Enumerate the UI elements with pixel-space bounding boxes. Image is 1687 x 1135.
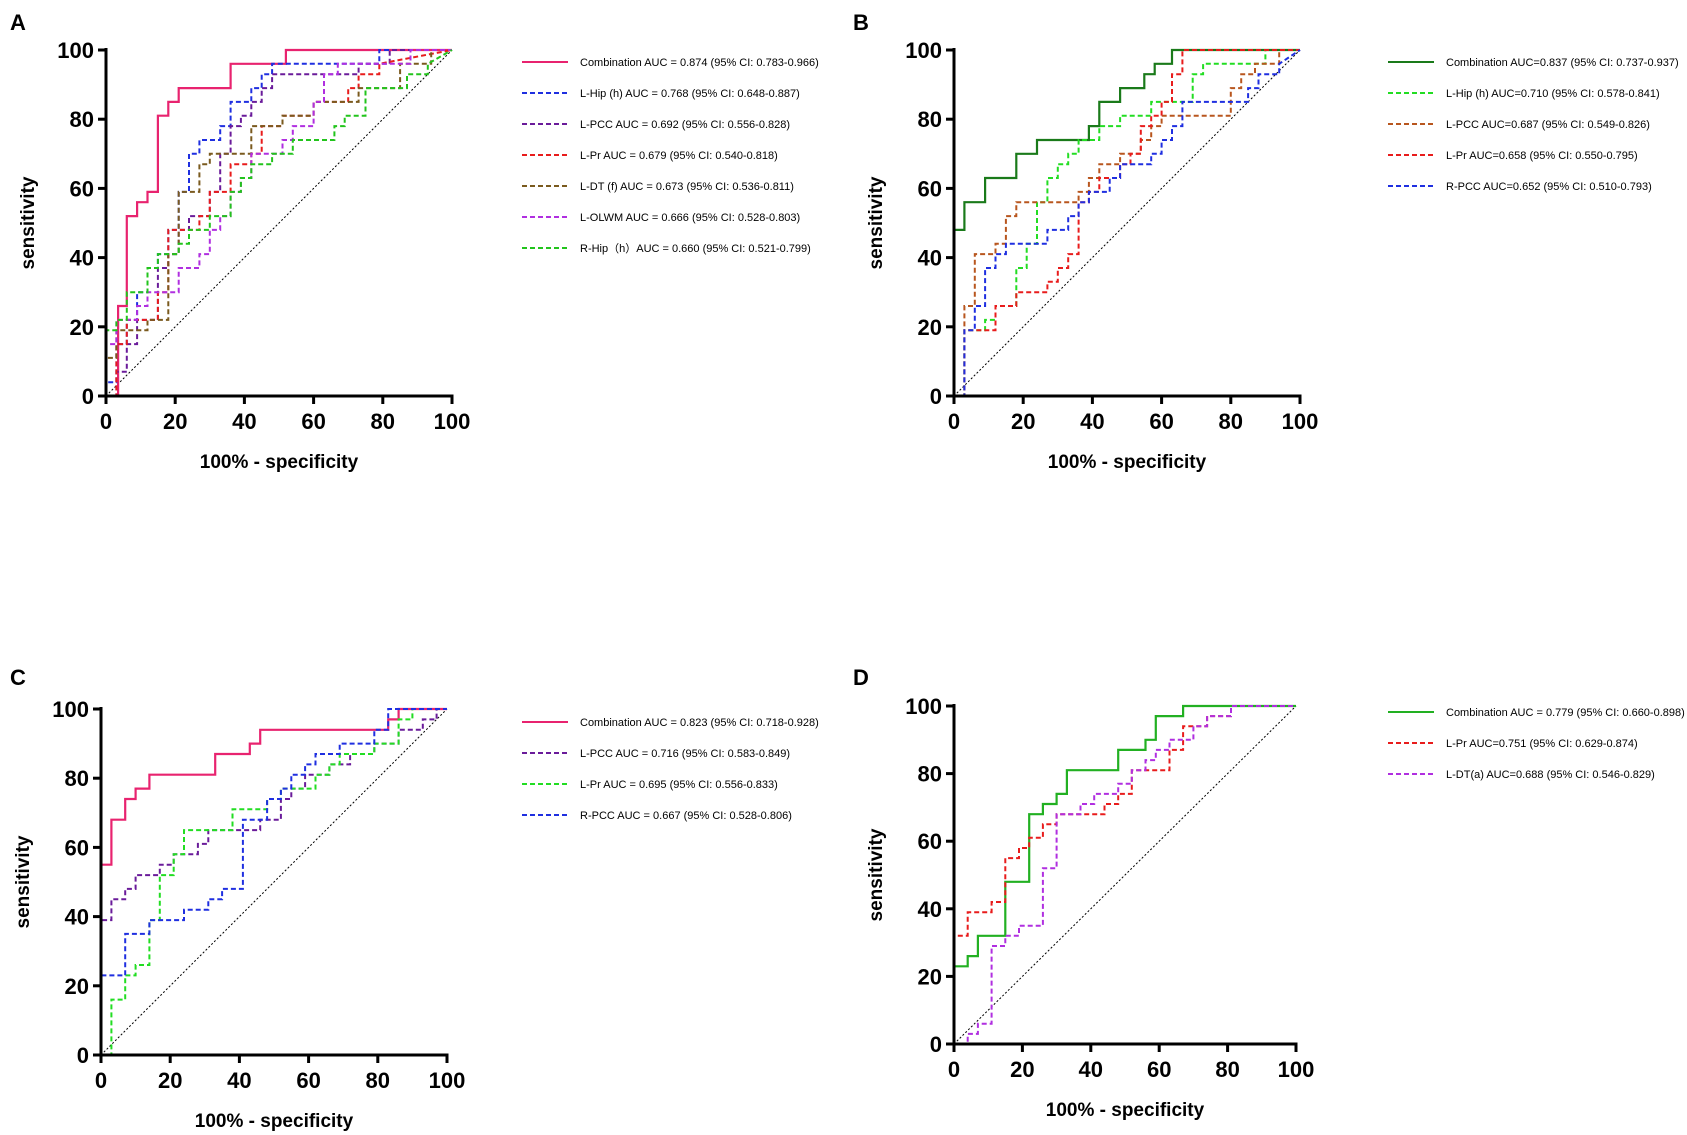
roc-curve-3	[954, 705, 1296, 1045]
panel-letter: A	[10, 10, 26, 35]
x-tick-label: 60	[1149, 409, 1173, 434]
legend-label: L-Pr AUC=0.658 (95% CI: 0.550-0.795)	[1446, 150, 1638, 162]
y-tick-label: 80	[918, 107, 942, 132]
roc-curve-1	[952, 48, 1300, 396]
x-tick-label: 80	[366, 1068, 390, 1093]
x-tick-label: 40	[1080, 409, 1104, 434]
x-tick-label: 0	[100, 409, 112, 434]
legend-label: Combination AUC=0.837 (95% CI: 0.737-0.9…	[1446, 57, 1679, 69]
y-tick-label: 40	[70, 246, 94, 271]
reference-diagonal	[953, 705, 1297, 1045]
legend-label: L-Hip (h) AUC = 0.768 (95% CI: 0.648-0.8…	[580, 88, 800, 100]
x-tick-label: 40	[1079, 1057, 1103, 1082]
y-tick-label: 0	[77, 1043, 89, 1068]
y-tick-label: 60	[65, 835, 89, 860]
x-tick-label: 40	[227, 1068, 251, 1093]
x-tick-label: 0	[948, 1057, 960, 1082]
legend-label: R-Hip（h）AUC = 0.660 (95% CI: 0.521-0.799…	[580, 242, 811, 255]
reference-diagonal	[100, 708, 448, 1056]
legend-label: L-DT (f) AUC = 0.673 (95% CI: 0.536-0.81…	[580, 181, 794, 193]
reference-diagonal	[105, 49, 453, 397]
roc-curve-3	[101, 708, 447, 1056]
legend-label: Combination AUC = 0.874 (95% CI: 0.783-0…	[580, 57, 819, 69]
legend-label: L-Pr AUC = 0.679 (95% CI: 0.540-0.818)	[580, 150, 778, 162]
x-axis-title: 100% - specificity	[195, 1111, 354, 1132]
y-tick-label: 100	[905, 38, 942, 63]
y-tick-label: 40	[65, 905, 89, 930]
legend-label: L-Pr AUC=0.751 (95% CI: 0.629-0.874)	[1446, 738, 1638, 750]
y-tick-label: 80	[918, 762, 942, 787]
y-tick-label: 80	[65, 766, 89, 791]
y-axis-title: sensitivity	[13, 835, 34, 928]
x-tick-label: 20	[1010, 1057, 1034, 1082]
legend-label: Combination AUC = 0.823 (95% CI: 0.718-0…	[580, 717, 819, 729]
legend-label: Combination AUC = 0.779 (95% CI: 0.660-0…	[1446, 707, 1685, 719]
y-tick-label: 60	[918, 176, 942, 201]
legend-label: L-OLWM AUC = 0.666 (95% CI: 0.528-0.803)	[580, 212, 800, 224]
roc-curve-3	[954, 49, 1300, 397]
roc-curve-1	[952, 704, 1296, 1044]
x-axis-title: 100% - specificity	[1046, 1100, 1205, 1121]
x-tick-label: 100	[429, 1068, 466, 1093]
y-tick-label: 100	[905, 694, 942, 719]
y-tick-label: 0	[930, 384, 942, 409]
panel-b: B 00 20 20 40 40 60 60 80 80 100 100 100% - specifi…	[853, 10, 1679, 473]
y-tick-label: 20	[70, 315, 94, 340]
x-tick-label: 60	[1147, 1057, 1171, 1082]
legend-label: L-PCC AUC = 0.692 (95% CI: 0.556-0.828)	[580, 119, 790, 131]
legend-label: L-Pr AUC = 0.695 (95% CI: 0.556-0.833)	[580, 779, 778, 791]
panel-a: A 00 20 20 40 40 60 60 80 80 100 100 100% - specifi…	[10, 10, 819, 473]
panel-letter: D	[853, 665, 869, 690]
panel-letter: C	[10, 665, 26, 690]
x-tick-label: 0	[948, 409, 960, 434]
legend-label: L-PCC AUC = 0.716 (95% CI: 0.583-0.849)	[580, 748, 790, 760]
panel-c: C 00 20 20 40 40 60 60 80 80 100 100 100% - specifi…	[10, 665, 819, 1132]
y-axis-title: sensitivity	[866, 176, 887, 269]
y-tick-label: 80	[70, 107, 94, 132]
y-tick-label: 20	[918, 315, 942, 340]
y-tick-label: 20	[918, 964, 942, 989]
y-tick-label: 40	[918, 246, 942, 271]
y-tick-label: 40	[918, 897, 942, 922]
y-tick-label: 100	[57, 38, 94, 63]
x-tick-label: 100	[434, 409, 471, 434]
x-tick-label: 20	[1011, 409, 1035, 434]
y-axis-title: sensitivity	[866, 828, 887, 921]
legend-label: L-PCC AUC=0.687 (95% CI: 0.549-0.826)	[1446, 119, 1650, 131]
y-axis-title: sensitivity	[18, 176, 39, 269]
x-tick-label: 100	[1278, 1057, 1315, 1082]
y-tick-label: 20	[65, 974, 89, 999]
y-tick-label: 0	[82, 384, 94, 409]
y-tick-label: 60	[70, 176, 94, 201]
x-tick-label: 40	[232, 409, 256, 434]
y-tick-label: 100	[52, 697, 89, 722]
legend-label: R-PCC AUC=0.652 (95% CI: 0.510-0.793)	[1446, 181, 1652, 193]
x-tick-label: 0	[95, 1068, 107, 1093]
x-tick-label: 20	[163, 409, 187, 434]
legend-label: L-DT(a) AUC=0.688 (95% CI: 0.546-0.829)	[1446, 769, 1655, 781]
x-tick-label: 80	[1215, 1057, 1239, 1082]
x-tick-label: 80	[371, 409, 395, 434]
x-tick-label: 60	[296, 1068, 320, 1093]
x-tick-label: 20	[158, 1068, 182, 1093]
legend-label: R-PCC AUC = 0.667 (95% CI: 0.528-0.806)	[580, 810, 792, 822]
panel-letter: B	[853, 10, 869, 35]
x-tick-label: 100	[1282, 409, 1319, 434]
roc-curve-7	[105, 49, 453, 396]
reference-diagonal	[953, 49, 1301, 397]
x-axis-title: 100% - specificity	[200, 452, 359, 473]
legend-label: L-Hip (h) AUC=0.710 (95% CI: 0.578-0.841…	[1446, 88, 1660, 100]
panel-d: D 00 20 20 40 40 60 60 80 80 100 100 100% - specifi…	[853, 665, 1685, 1121]
y-tick-label: 0	[930, 1032, 942, 1057]
roc-curve-1	[106, 48, 452, 398]
x-axis-title: 100% - specificity	[1048, 452, 1207, 473]
x-tick-label: 60	[301, 409, 325, 434]
y-tick-label: 60	[918, 829, 942, 854]
x-tick-label: 80	[1219, 409, 1243, 434]
roc-curve-5	[954, 49, 1301, 397]
